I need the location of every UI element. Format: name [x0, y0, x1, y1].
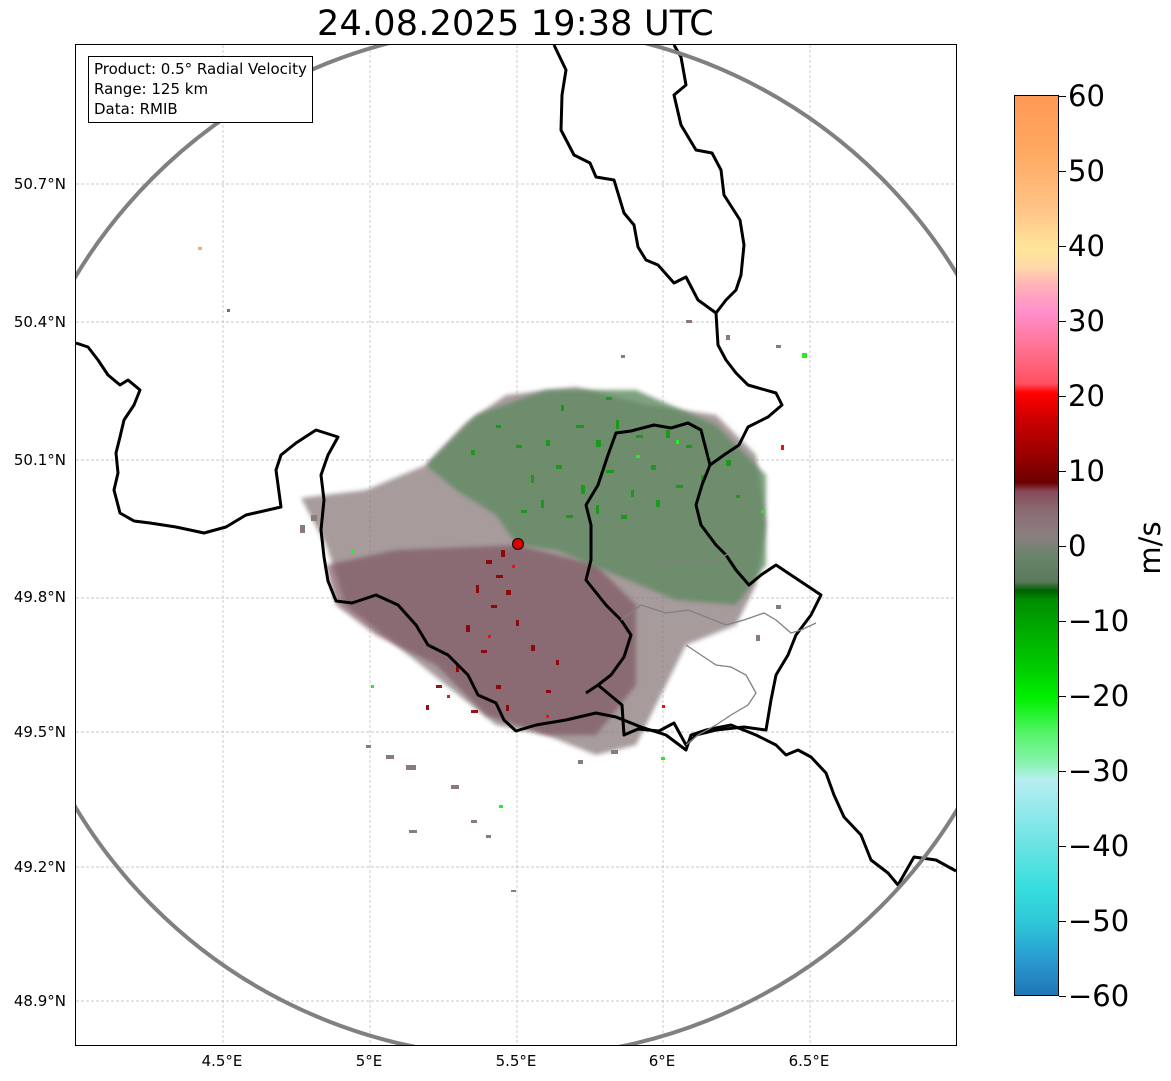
colorbar-tick — [1059, 696, 1066, 697]
echo-approaching-speck — [227, 309, 230, 312]
colorbar-unit-label: m/s — [1133, 521, 1167, 575]
colorbar-tick — [1059, 996, 1066, 997]
colorbar-tick — [1059, 621, 1066, 622]
colorbar-tick — [1059, 246, 1066, 247]
colorbar-tick-label: 40 — [1068, 229, 1105, 263]
lon-label-6: 6°E — [648, 1052, 676, 1070]
echo-receding-core — [426, 550, 559, 713]
colorbar-tick — [1059, 771, 1066, 772]
colorbar-tick-label: −60 — [1068, 979, 1130, 1013]
lon-label-4-5: 4.5°E — [201, 1052, 243, 1070]
colorbar-tick-label: 0 — [1068, 529, 1087, 563]
colorbar-tick-label: −20 — [1068, 679, 1130, 713]
echo-receding-field — [326, 545, 636, 735]
echo-approaching-speck-east — [802, 353, 807, 358]
colorbar-tick-label: −40 — [1068, 829, 1130, 863]
lat-label-50-7: 50.7°N — [13, 175, 66, 193]
colorbar-tick — [1059, 846, 1066, 847]
lat-label-49-5: 49.5°N — [13, 723, 66, 741]
colorbar-tick — [1059, 171, 1066, 172]
lon-label-6-5: 6.5°E — [788, 1052, 830, 1070]
national-borders — [76, 45, 956, 887]
radar-site-marker[interactable] — [512, 538, 524, 550]
colorbar-tick — [1059, 396, 1066, 397]
echo-approaching-field — [426, 390, 766, 605]
colorbar-tick-label: −10 — [1068, 604, 1130, 638]
colorbar-tick-label: −30 — [1068, 754, 1130, 788]
border-luxembourg-germany — [672, 45, 746, 314]
lon-label-5-5: 5.5°E — [495, 1052, 537, 1070]
echo-strong-approaching — [471, 397, 740, 519]
colorbar-tick — [1059, 471, 1066, 472]
colorbar-tick-label: 30 — [1068, 304, 1105, 338]
colorbar-tick — [1059, 546, 1066, 547]
lat-label-50-4: 50.4°N — [13, 313, 66, 331]
echo-outliers — [300, 320, 781, 892]
colorbar-tick-label: 60 — [1068, 79, 1105, 113]
map-title: 24.08.2025 19:38 UTC — [317, 4, 714, 44]
lat-label-48-9: 48.9°N — [13, 992, 66, 1010]
colorbar-tick-label: −50 — [1068, 904, 1130, 938]
radar-map-canvas — [76, 45, 956, 1045]
border-belgium-germany-luxembourg — [552, 45, 784, 695]
velocity-colorbar — [1014, 95, 1059, 996]
info-range: Range: 125 km — [94, 80, 209, 98]
colorbar-tick-label: 50 — [1068, 154, 1105, 188]
lat-label-50-1: 50.1°N — [13, 451, 66, 469]
colorbar-tick — [1059, 96, 1066, 97]
radar-map[interactable] — [75, 44, 957, 1046]
border-luxembourg-east — [597, 464, 823, 747]
echo-high-velocity-speck — [198, 247, 202, 250]
colorbar-tick — [1059, 321, 1066, 322]
echo-bright-receding — [447, 445, 784, 718]
colorbar-tick-label: 20 — [1068, 379, 1105, 413]
colorbar-tick-label: 10 — [1068, 454, 1105, 488]
lon-label-5: 5°E — [355, 1052, 383, 1070]
lat-label-49-2: 49.2°N — [13, 858, 66, 876]
lat-label-49-8: 49.8°N — [13, 588, 66, 606]
border-belgium-france — [76, 341, 956, 887]
regional-borders — [620, 549, 817, 746]
colorbar-tick — [1059, 921, 1066, 922]
info-product: Product: 0.5° Radial Velocity — [94, 60, 307, 78]
velocity-echoes — [198, 247, 807, 892]
info-source: Data: RMIB — [94, 100, 178, 118]
info-box: Product: 0.5° Radial Velocity Range: 125… — [88, 56, 313, 123]
